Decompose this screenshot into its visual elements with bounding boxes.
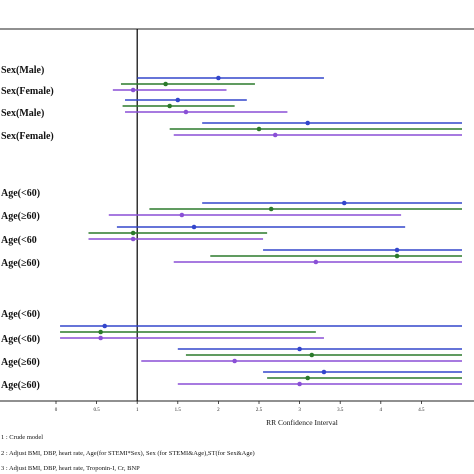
point-estimate bbox=[297, 381, 302, 387]
group-label: Age(≥60) bbox=[1, 258, 40, 269]
point-estimate bbox=[394, 253, 400, 259]
group-label: Age(<60 bbox=[1, 235, 37, 246]
point-estimate bbox=[232, 358, 237, 364]
group-label: Sex(Male) bbox=[1, 65, 44, 76]
point-estimate bbox=[268, 206, 274, 212]
point-estimate bbox=[313, 259, 319, 265]
x-tick-label: 1.5 bbox=[175, 408, 182, 413]
point-estimate bbox=[191, 224, 197, 230]
point-estimate bbox=[163, 81, 168, 87]
group-label: Sex(Female) bbox=[1, 86, 54, 97]
point-estimate bbox=[98, 335, 103, 341]
row-labels: Sex(Male) Sex(Female) Sex(Male) Sex(Female)… bbox=[1, 65, 54, 391]
point-estimate bbox=[272, 132, 278, 138]
footnotes: 1 : Crude model 2 : Adjust BMI, DBP, hear… bbox=[1, 434, 255, 472]
point-estimate bbox=[394, 247, 400, 253]
group-label: Age(<60) bbox=[1, 188, 40, 199]
footnote: 1 : Crude model bbox=[1, 434, 43, 441]
point-estimate bbox=[130, 87, 136, 93]
x-tick-label: 4 bbox=[380, 408, 383, 413]
point-estimate bbox=[216, 75, 221, 81]
point-estimate bbox=[305, 375, 311, 381]
group-label: Age(≥60) bbox=[1, 380, 40, 391]
x-tick-label: 0.5 bbox=[93, 408, 100, 413]
point-estimate bbox=[167, 103, 172, 109]
point-estimate bbox=[102, 323, 108, 329]
point-estimate bbox=[297, 346, 302, 352]
footnote: 3 : Adjust BMI, DBP, heart rate, Troponi… bbox=[1, 465, 140, 472]
x-tick-label: 0 bbox=[55, 408, 58, 413]
x-tick-label: 2.5 bbox=[256, 408, 263, 413]
point-estimate bbox=[175, 97, 181, 103]
point-estimate bbox=[321, 369, 327, 375]
x-ticks: 0 0.5 1 1.5 2 2.5 3 3.5 4 4.5 bbox=[55, 401, 425, 413]
point-estimate bbox=[183, 109, 189, 115]
group-label: Sex(Female) bbox=[1, 131, 54, 142]
footnote: 2 : Adjust BMI, DBP, heart rate, Age(for… bbox=[1, 450, 255, 457]
point-estimate bbox=[256, 126, 262, 132]
point-estimate bbox=[305, 120, 311, 126]
point-estimate bbox=[341, 200, 347, 206]
x-tick-label: 2 bbox=[217, 408, 220, 413]
group-label: Age(<60) bbox=[1, 334, 40, 345]
x-tick-label: 4.5 bbox=[418, 408, 425, 413]
confidence-intervals bbox=[60, 75, 462, 387]
point-estimate bbox=[98, 329, 103, 335]
group-label: Age(<60) bbox=[1, 309, 40, 320]
x-axis-title: RR Confidence Interval bbox=[266, 418, 338, 427]
x-tick-label: 3.5 bbox=[337, 408, 344, 413]
x-tick-label: 1 bbox=[136, 408, 139, 413]
point-estimate bbox=[179, 212, 185, 218]
group-label: Age(≥60) bbox=[1, 211, 40, 222]
point-estimate bbox=[130, 236, 136, 242]
group-label: Age(≥60) bbox=[1, 357, 40, 368]
group-label: Sex(Male) bbox=[1, 108, 44, 119]
point-estimate bbox=[130, 230, 136, 236]
point-estimate bbox=[309, 352, 315, 358]
x-tick-label: 3 bbox=[298, 408, 301, 413]
